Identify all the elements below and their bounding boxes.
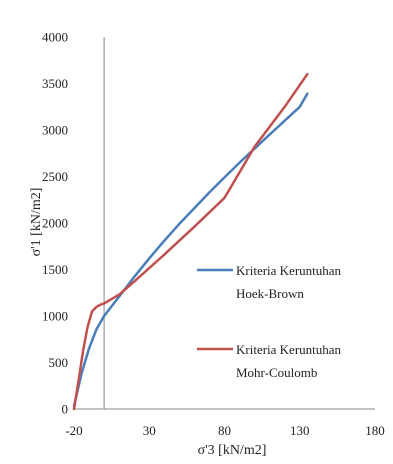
legend-label-mohr-coulomb-line2: Mohr-Coulomb (236, 365, 317, 380)
x-axis-title: σ'3 [kN/m2] (198, 443, 267, 458)
x-tick-label: 80 (218, 423, 231, 438)
y-tick-label: 3000 (42, 123, 68, 138)
y-tick-label: 4000 (42, 30, 68, 45)
series-line-1 (72, 92, 309, 408)
tick-labels: 0 500 1000 1500 2000 2500 3000 3500 4000 -20 30 80 1… (42, 30, 385, 439)
legend-label-hoek-brown-line2: Hoek-Brown (236, 286, 304, 301)
y-tick-label: 500 (49, 355, 69, 370)
y-tick-label: 3500 (42, 76, 68, 91)
series-lines (72, 72, 309, 411)
y-axis-title: σ'1 [kN/m2] (29, 188, 44, 257)
axes (74, 37, 375, 410)
y-tick-label: 1000 (42, 309, 68, 324)
x-tick-label: 130 (290, 423, 310, 438)
x-tick-label: 180 (365, 423, 385, 438)
y-tick-label: 2000 (42, 216, 68, 231)
x-tick-label: -20 (65, 423, 82, 438)
legend-label-mohr-coulomb-line1: Kriteria Keruntuhan (236, 342, 342, 357)
series-line-2 (72, 72, 309, 411)
legend-label-hoek-brown-line1: Kriteria Keruntuhan (236, 263, 342, 278)
legend: Kriteria Keruntuhan Hoek-Brown Kriteria … (197, 263, 342, 380)
y-tick-label: 0 (62, 402, 69, 417)
x-tick-label: 30 (143, 423, 156, 438)
y-tick-label: 2500 (42, 169, 68, 184)
y-tick-label: 1500 (42, 262, 68, 277)
